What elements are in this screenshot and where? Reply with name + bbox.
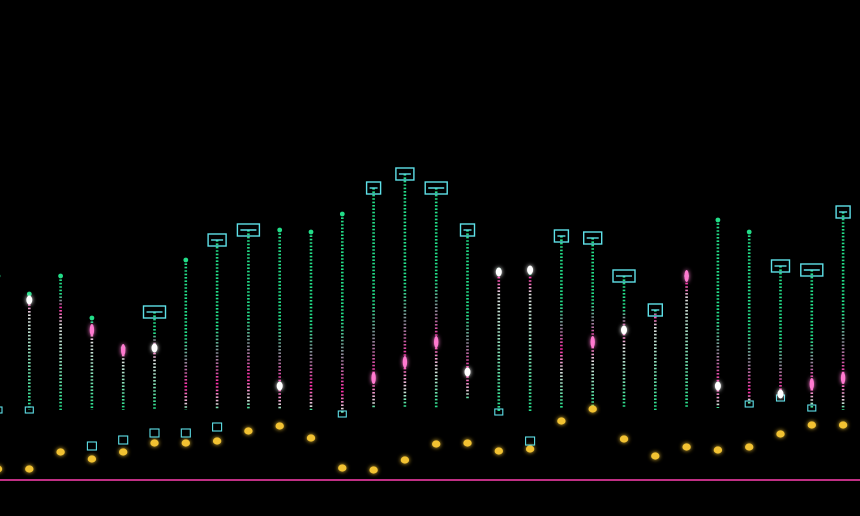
marker-9	[276, 381, 283, 391]
top-cap-5	[142, 305, 167, 319]
yellow-dot-1	[25, 465, 34, 473]
top-cap-19	[583, 231, 603, 245]
top-cap-7	[207, 233, 227, 247]
yellow-dot-23	[713, 446, 723, 454]
yellow-dot-8	[244, 427, 253, 435]
marker-15	[464, 367, 471, 377]
top-cap-15	[459, 223, 476, 237]
bottom-cap-16	[494, 408, 504, 416]
marker-23	[714, 381, 721, 391]
top-dot-3	[89, 315, 95, 321]
marker-22	[684, 270, 689, 282]
bottom-cap-24	[744, 400, 754, 408]
marker-12	[371, 372, 376, 384]
yellow-dot-14	[432, 440, 441, 448]
small-cap-0	[86, 441, 97, 451]
yellow-dot-24	[745, 443, 754, 451]
yellow-dot-19	[588, 405, 597, 413]
top-cap-27	[835, 205, 851, 219]
top-dot-9	[277, 227, 283, 233]
yellow-dot-13	[400, 456, 410, 464]
top-dot-1	[26, 291, 32, 297]
marker-3	[89, 324, 95, 336]
top-dot-11	[339, 211, 345, 217]
yellow-dot-7	[212, 437, 222, 445]
yellow-dot-18	[557, 417, 566, 425]
yellow-dot-17	[525, 445, 535, 453]
top-cap-26	[800, 263, 824, 277]
yellow-dot-3	[87, 455, 97, 463]
marker-19	[590, 336, 595, 348]
yellow-dot-10	[306, 434, 316, 442]
top-cap-13	[395, 167, 415, 181]
yellow-dot-21	[651, 452, 660, 460]
top-cap-21	[647, 303, 663, 317]
yellow-dot-26	[807, 421, 816, 429]
yellow-dot-5	[150, 439, 159, 447]
top-dot-2	[58, 273, 63, 279]
bottom-cap-26	[807, 404, 817, 412]
marker-17	[527, 265, 534, 275]
yellow-dot-20	[619, 435, 629, 443]
yellow-dot-27	[838, 421, 848, 429]
marker-14	[434, 336, 439, 348]
marker-26	[809, 378, 814, 390]
yellow-dot-12	[369, 466, 378, 474]
yellow-dot-25	[776, 430, 785, 438]
bottom-cap-1	[24, 406, 34, 414]
top-dot-23	[715, 217, 721, 223]
marker-1	[26, 295, 33, 305]
small-cap-5	[525, 436, 536, 446]
bottom-cap-11	[337, 410, 347, 418]
top-cap-25	[770, 259, 791, 273]
yellow-dot-15	[463, 439, 472, 447]
small-cap-2	[149, 428, 160, 438]
marker-13	[402, 356, 408, 368]
marker-20	[621, 325, 627, 335]
yellow-dot-0	[0, 465, 3, 473]
top-cap-14	[424, 181, 448, 195]
small-cap-3	[180, 428, 191, 438]
top-cap-20	[612, 269, 636, 283]
yellow-dot-22	[682, 443, 691, 451]
top-dot-10	[308, 229, 314, 235]
yellow-dot-4	[119, 448, 128, 456]
bottom-cap-0	[0, 406, 3, 414]
yellow-dot-11	[338, 464, 347, 472]
yellow-dot-16	[494, 447, 503, 455]
marker-4	[121, 344, 126, 356]
marker-16	[495, 267, 502, 277]
top-cap-8	[236, 223, 261, 237]
small-cap-4	[212, 422, 223, 432]
marker-5	[151, 343, 158, 353]
marker-25	[777, 389, 784, 399]
yellow-dot-2	[56, 448, 65, 456]
small-cap-1	[118, 435, 129, 445]
top-dot-24	[746, 229, 752, 235]
yellow-dot-6	[181, 439, 190, 447]
marker-27	[840, 372, 846, 384]
top-cap-12	[365, 181, 382, 195]
yellow-dot-9	[275, 422, 284, 430]
top-dot-6	[183, 257, 189, 263]
top-cap-18	[553, 229, 570, 243]
